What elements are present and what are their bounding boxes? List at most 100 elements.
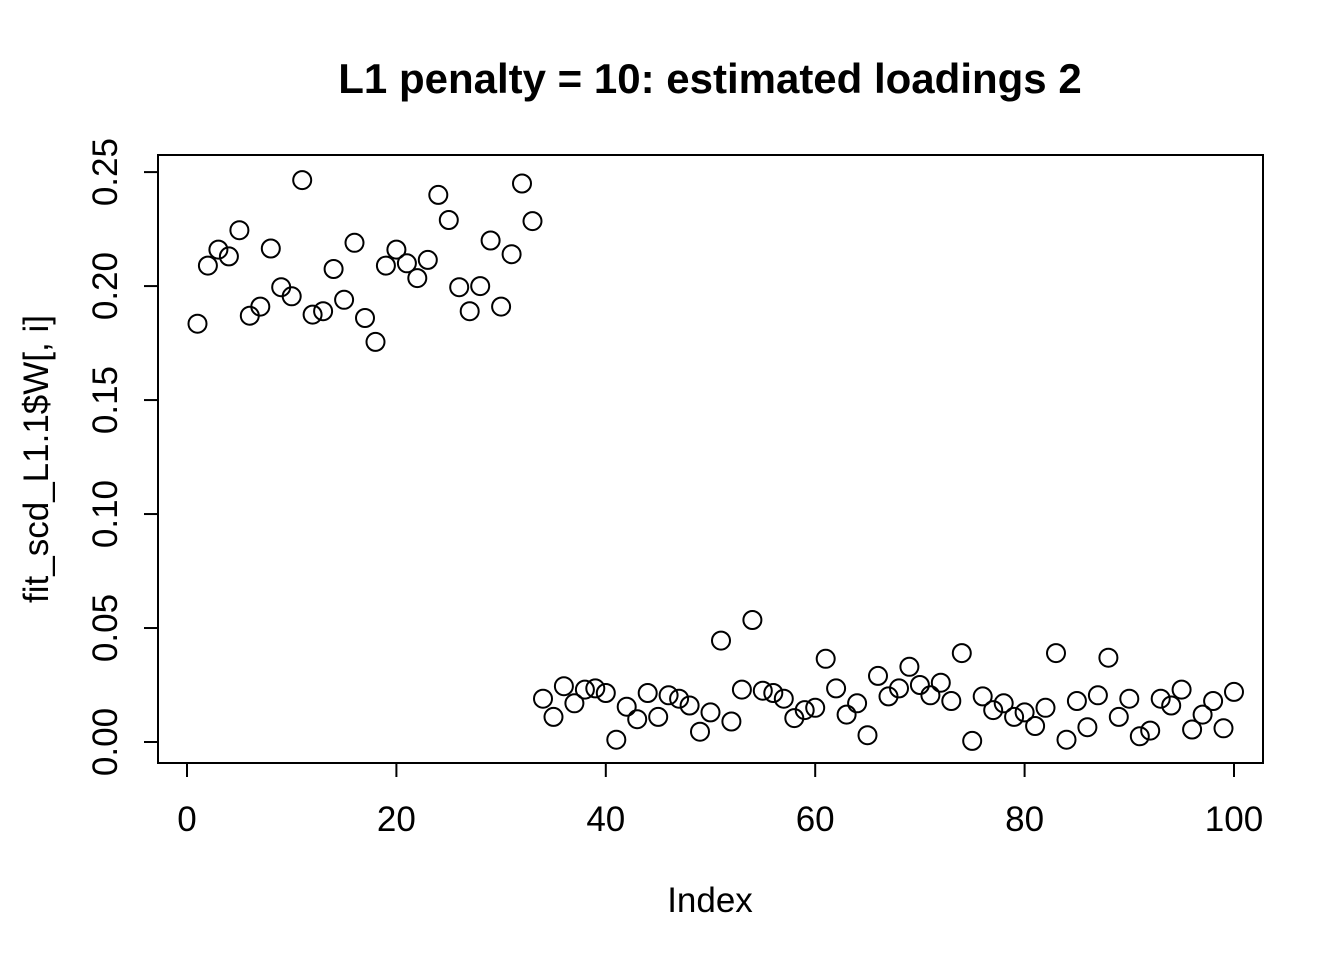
data-point — [1161, 695, 1182, 716]
data-point — [260, 238, 281, 259]
data-point — [1077, 717, 1098, 738]
data-point — [375, 255, 396, 276]
data-point — [417, 249, 438, 270]
data-point — [197, 255, 218, 276]
data-point — [909, 675, 930, 695]
data-point — [512, 173, 532, 194]
data-point — [522, 211, 543, 232]
x-axis: 0 20 40 60 80 100 — [177, 763, 1263, 839]
data-point — [1140, 720, 1161, 741]
data-point — [396, 253, 417, 274]
data-point — [229, 220, 250, 241]
data-point — [836, 704, 857, 725]
data-point — [711, 630, 731, 651]
data-point — [1108, 706, 1129, 727]
x-tick-label: 40 — [586, 800, 625, 839]
data-point — [1192, 704, 1213, 725]
data-point — [1087, 685, 1108, 706]
data-point — [616, 696, 637, 717]
data-point — [941, 691, 962, 711]
data-point — [187, 313, 208, 334]
data-point — [239, 305, 260, 326]
x-tick-label: 0 — [177, 800, 196, 839]
data-point — [962, 730, 983, 751]
data-point — [564, 693, 585, 714]
data-point — [208, 239, 229, 260]
x-tick-label: 60 — [796, 800, 835, 839]
data-point — [637, 683, 658, 703]
y-axis-label: fit_scd_L1.1$W[, i] — [17, 315, 56, 603]
data-point — [951, 643, 972, 664]
data-point — [459, 301, 480, 322]
y-tick-label: 0.20 — [86, 252, 125, 320]
y-axis: 0.00 0.05 0.10 0.15 0.20 0.25 — [86, 138, 158, 776]
data-point — [763, 683, 784, 703]
data-point — [1066, 691, 1087, 711]
data-point — [742, 610, 763, 630]
data-point — [1182, 719, 1203, 740]
y-tick-label: 0.05 — [86, 594, 125, 662]
data-point — [281, 286, 302, 307]
data-point — [606, 729, 627, 750]
data-point — [1035, 697, 1056, 718]
data-point — [700, 702, 721, 723]
y-tick-label: 0.25 — [86, 138, 125, 206]
data-point — [679, 695, 700, 716]
data-point — [847, 693, 868, 714]
data-point — [470, 276, 491, 297]
data-point — [1046, 643, 1066, 664]
data-point — [1056, 729, 1077, 750]
data-point — [543, 706, 564, 727]
data-point — [365, 331, 386, 352]
data-point — [344, 232, 365, 253]
data-point — [731, 679, 752, 700]
data-point — [826, 678, 847, 699]
data-point — [993, 693, 1014, 714]
plot-area-border — [157, 154, 1264, 764]
data-points-layer — [187, 170, 1244, 751]
data-point — [313, 301, 334, 322]
data-point — [428, 184, 449, 205]
data-point — [595, 683, 616, 703]
data-point — [1171, 679, 1192, 700]
data-point — [868, 665, 888, 686]
data-point — [627, 709, 648, 730]
y-tick-label: 0.10 — [86, 480, 125, 548]
data-point — [752, 680, 773, 701]
data-point — [1098, 647, 1119, 668]
data-point — [323, 259, 344, 279]
data-point — [386, 239, 407, 260]
x-tick-label: 80 — [1005, 800, 1044, 839]
data-point — [250, 296, 271, 317]
data-point — [658, 685, 679, 706]
data-point — [218, 246, 239, 267]
data-point — [302, 304, 323, 325]
data-point — [899, 656, 920, 677]
data-point — [648, 706, 669, 727]
data-point — [553, 676, 574, 697]
x-tick-label: 20 — [377, 800, 416, 839]
data-point — [690, 721, 710, 742]
data-point — [889, 678, 909, 699]
data-point — [574, 679, 595, 700]
data-point — [773, 688, 794, 709]
data-point — [501, 244, 522, 265]
data-point — [355, 308, 375, 328]
data-point — [480, 230, 501, 251]
data-point — [1150, 688, 1171, 709]
data-point — [920, 685, 941, 706]
data-point — [857, 725, 878, 746]
data-point — [805, 697, 826, 718]
x-tick-label: 100 — [1205, 800, 1263, 839]
data-point — [1004, 706, 1025, 727]
data-point — [271, 277, 292, 298]
data-point — [438, 210, 459, 230]
data-point — [491, 296, 512, 317]
data-point — [585, 678, 606, 699]
data-point — [1213, 718, 1234, 739]
data-point — [930, 672, 951, 693]
y-tick-label: 0.00 — [86, 708, 125, 776]
data-point — [292, 170, 313, 191]
